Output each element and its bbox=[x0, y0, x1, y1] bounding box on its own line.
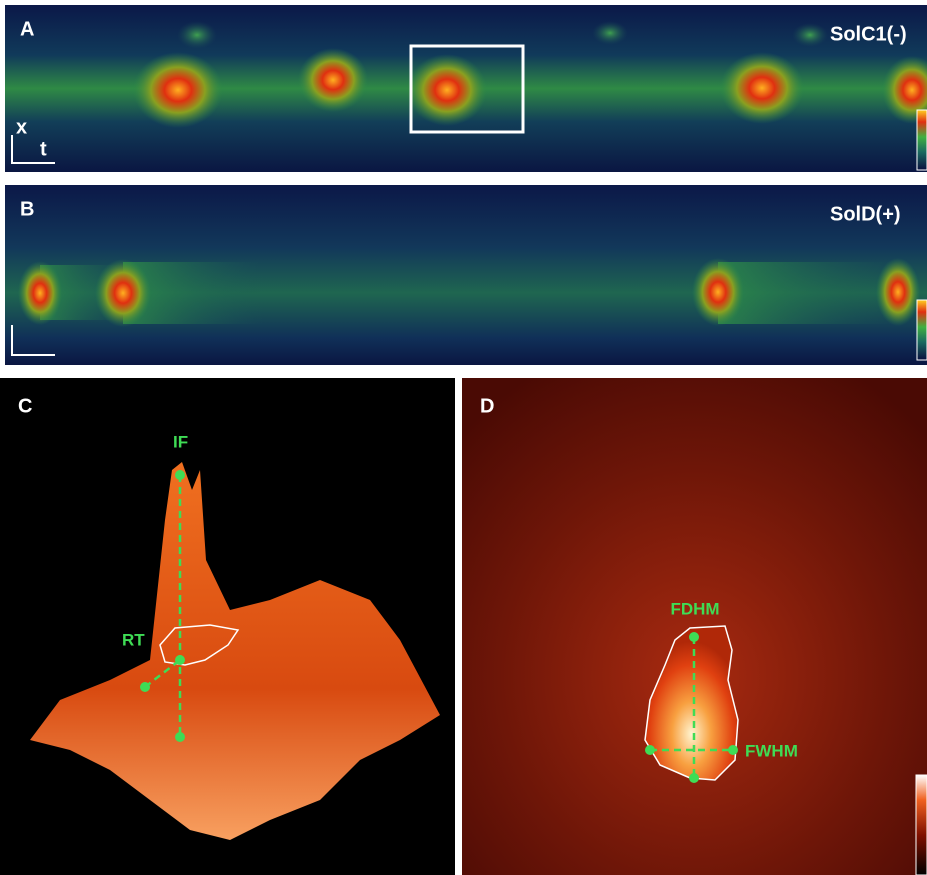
panel-b: B SolD(+) bbox=[5, 185, 927, 365]
annotation: RT bbox=[122, 630, 145, 649]
annotation: FDHM bbox=[670, 599, 719, 618]
colorbar bbox=[917, 300, 927, 360]
panel-label: C bbox=[18, 395, 32, 417]
colorbar bbox=[917, 110, 927, 170]
panel-c: C IF RT bbox=[0, 378, 455, 875]
panel-label: A bbox=[20, 18, 34, 40]
figure: A SolC1(-) x t B SolD(+) C IF RT bbox=[0, 0, 927, 875]
axis-label: x bbox=[16, 116, 27, 138]
panel-label: D bbox=[480, 395, 494, 417]
condition-label: SolD(+) bbox=[830, 203, 901, 225]
page: A SolC1(-) x t B SolD(+) C IF RT bbox=[0, 0, 927, 875]
panel-d: D FDHM FWHM bbox=[462, 378, 927, 875]
colorbar bbox=[916, 775, 927, 875]
image-d bbox=[462, 378, 927, 875]
panel-label: B bbox=[20, 198, 34, 220]
annotation: FWHM bbox=[745, 741, 798, 760]
axis-label: t bbox=[40, 138, 47, 160]
panel-a: A SolC1(-) x t bbox=[5, 5, 927, 172]
condition-label: SolC1(-) bbox=[830, 23, 907, 45]
annotation: IF bbox=[173, 432, 188, 451]
